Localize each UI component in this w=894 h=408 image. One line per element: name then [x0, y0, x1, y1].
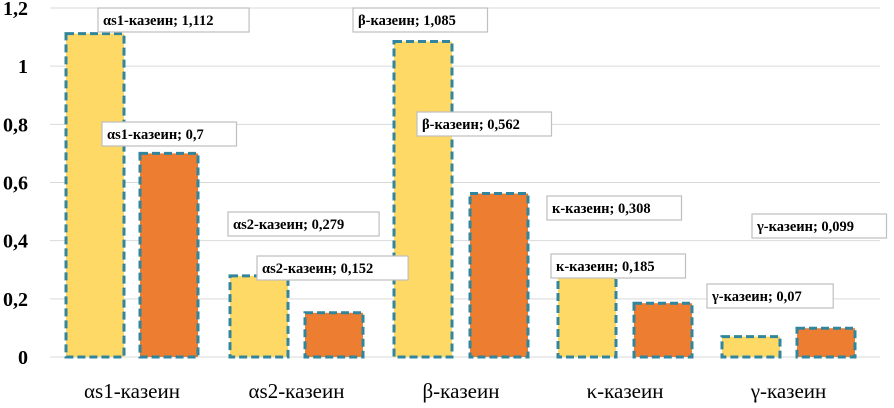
bar-series-1-2 [392, 39, 454, 359]
data-label-box [101, 121, 238, 147]
data-label-series-1-3: к-казеин; 0,185 [550, 253, 687, 279]
data-label-text: αs2-казеин; 0,152 [262, 261, 373, 277]
data-label-series-1-4: γ-казеин; 0,07 [706, 283, 834, 309]
data-label-text: γ-казеин; 0,07 [711, 289, 802, 305]
x-category-label: β-казеин [423, 379, 500, 403]
data-label-text: к-казеин; 0,308 [552, 201, 651, 217]
y-tick-label: 0,6 [3, 173, 28, 195]
data-label-box [97, 7, 250, 33]
data-label-series-2-0: αs1-казеин; 0,7 [101, 121, 238, 147]
data-label-series-1-1: αs2-казеин; 0,279 [227, 211, 380, 237]
data-label-box [352, 7, 489, 33]
data-label-text: к-казеин; 0,185 [556, 259, 655, 275]
bars [64, 32, 857, 359]
y-tick-label: 1 [18, 56, 28, 78]
data-label-series-2-1: αs2-казеин; 0,152 [256, 255, 409, 281]
bar-series-2-1 [303, 311, 365, 359]
x-axis-categories: αs1-казеин αs2-казеин β-казеин κ-казеин γ-ка… [84, 379, 826, 403]
y-tick-label: 0,8 [3, 114, 28, 136]
data-label-box [550, 253, 687, 279]
data-label-series-2-4: γ-казеин; 0,099 [751, 213, 888, 239]
data-label-series-1-0: αs1-казеин; 1,112 [97, 7, 250, 33]
data-label-box [751, 213, 888, 239]
data-label-box [227, 211, 380, 237]
data-label-text: αs2-казеин; 0,279 [233, 217, 344, 233]
bar-series-1-4 [720, 335, 782, 359]
data-label-series-2-3: к-казеин; 0,308 [546, 195, 683, 221]
bar-series-2-2 [468, 192, 530, 359]
y-tick-label: 1,2 [3, 0, 28, 20]
y-tick-label: 0,2 [3, 289, 28, 311]
data-label-text: γ-казеин; 0,099 [756, 219, 854, 235]
bar-series-2-0 [138, 151, 200, 359]
data-label-text: αs1-казеин; 1,112 [103, 13, 213, 29]
bar-series-1-0 [64, 32, 126, 359]
data-label-box [706, 283, 834, 309]
data-label-text: αs1-казеин; 0,7 [107, 127, 204, 143]
data-label-box [256, 255, 409, 281]
data-label-text: β-казеин; 0,562 [422, 117, 520, 133]
bar-series-1-3 [556, 275, 618, 359]
y-tick-label: 0 [18, 347, 28, 369]
bar-series-1-1 [228, 274, 290, 359]
bar-series-2-4 [795, 326, 857, 359]
x-category-label: αs2-казеин [249, 379, 345, 403]
data-label-series-1-2: β-казеин; 1,085 [352, 7, 489, 33]
x-category-label: αs1-казеин [84, 379, 180, 403]
y-tick-label: 0,4 [3, 231, 28, 253]
data-label-series-2-2: β-казеин; 0,562 [416, 111, 553, 137]
data-label-box [416, 111, 553, 137]
x-category-label: κ-казеин [587, 379, 664, 403]
data-label-box [546, 195, 683, 221]
data-label-text: β-казеин; 1,085 [358, 13, 456, 29]
x-category-label: γ-казеин [750, 379, 827, 403]
bar-series-2-3 [632, 301, 694, 359]
y-axis-ticks: 0 0,2 0,4 0,6 0,8 1 1,2 [3, 0, 28, 369]
data-labels: αs1-казеин; 1,112 αs2-казеин; 0,279 β-казе… [97, 7, 888, 309]
